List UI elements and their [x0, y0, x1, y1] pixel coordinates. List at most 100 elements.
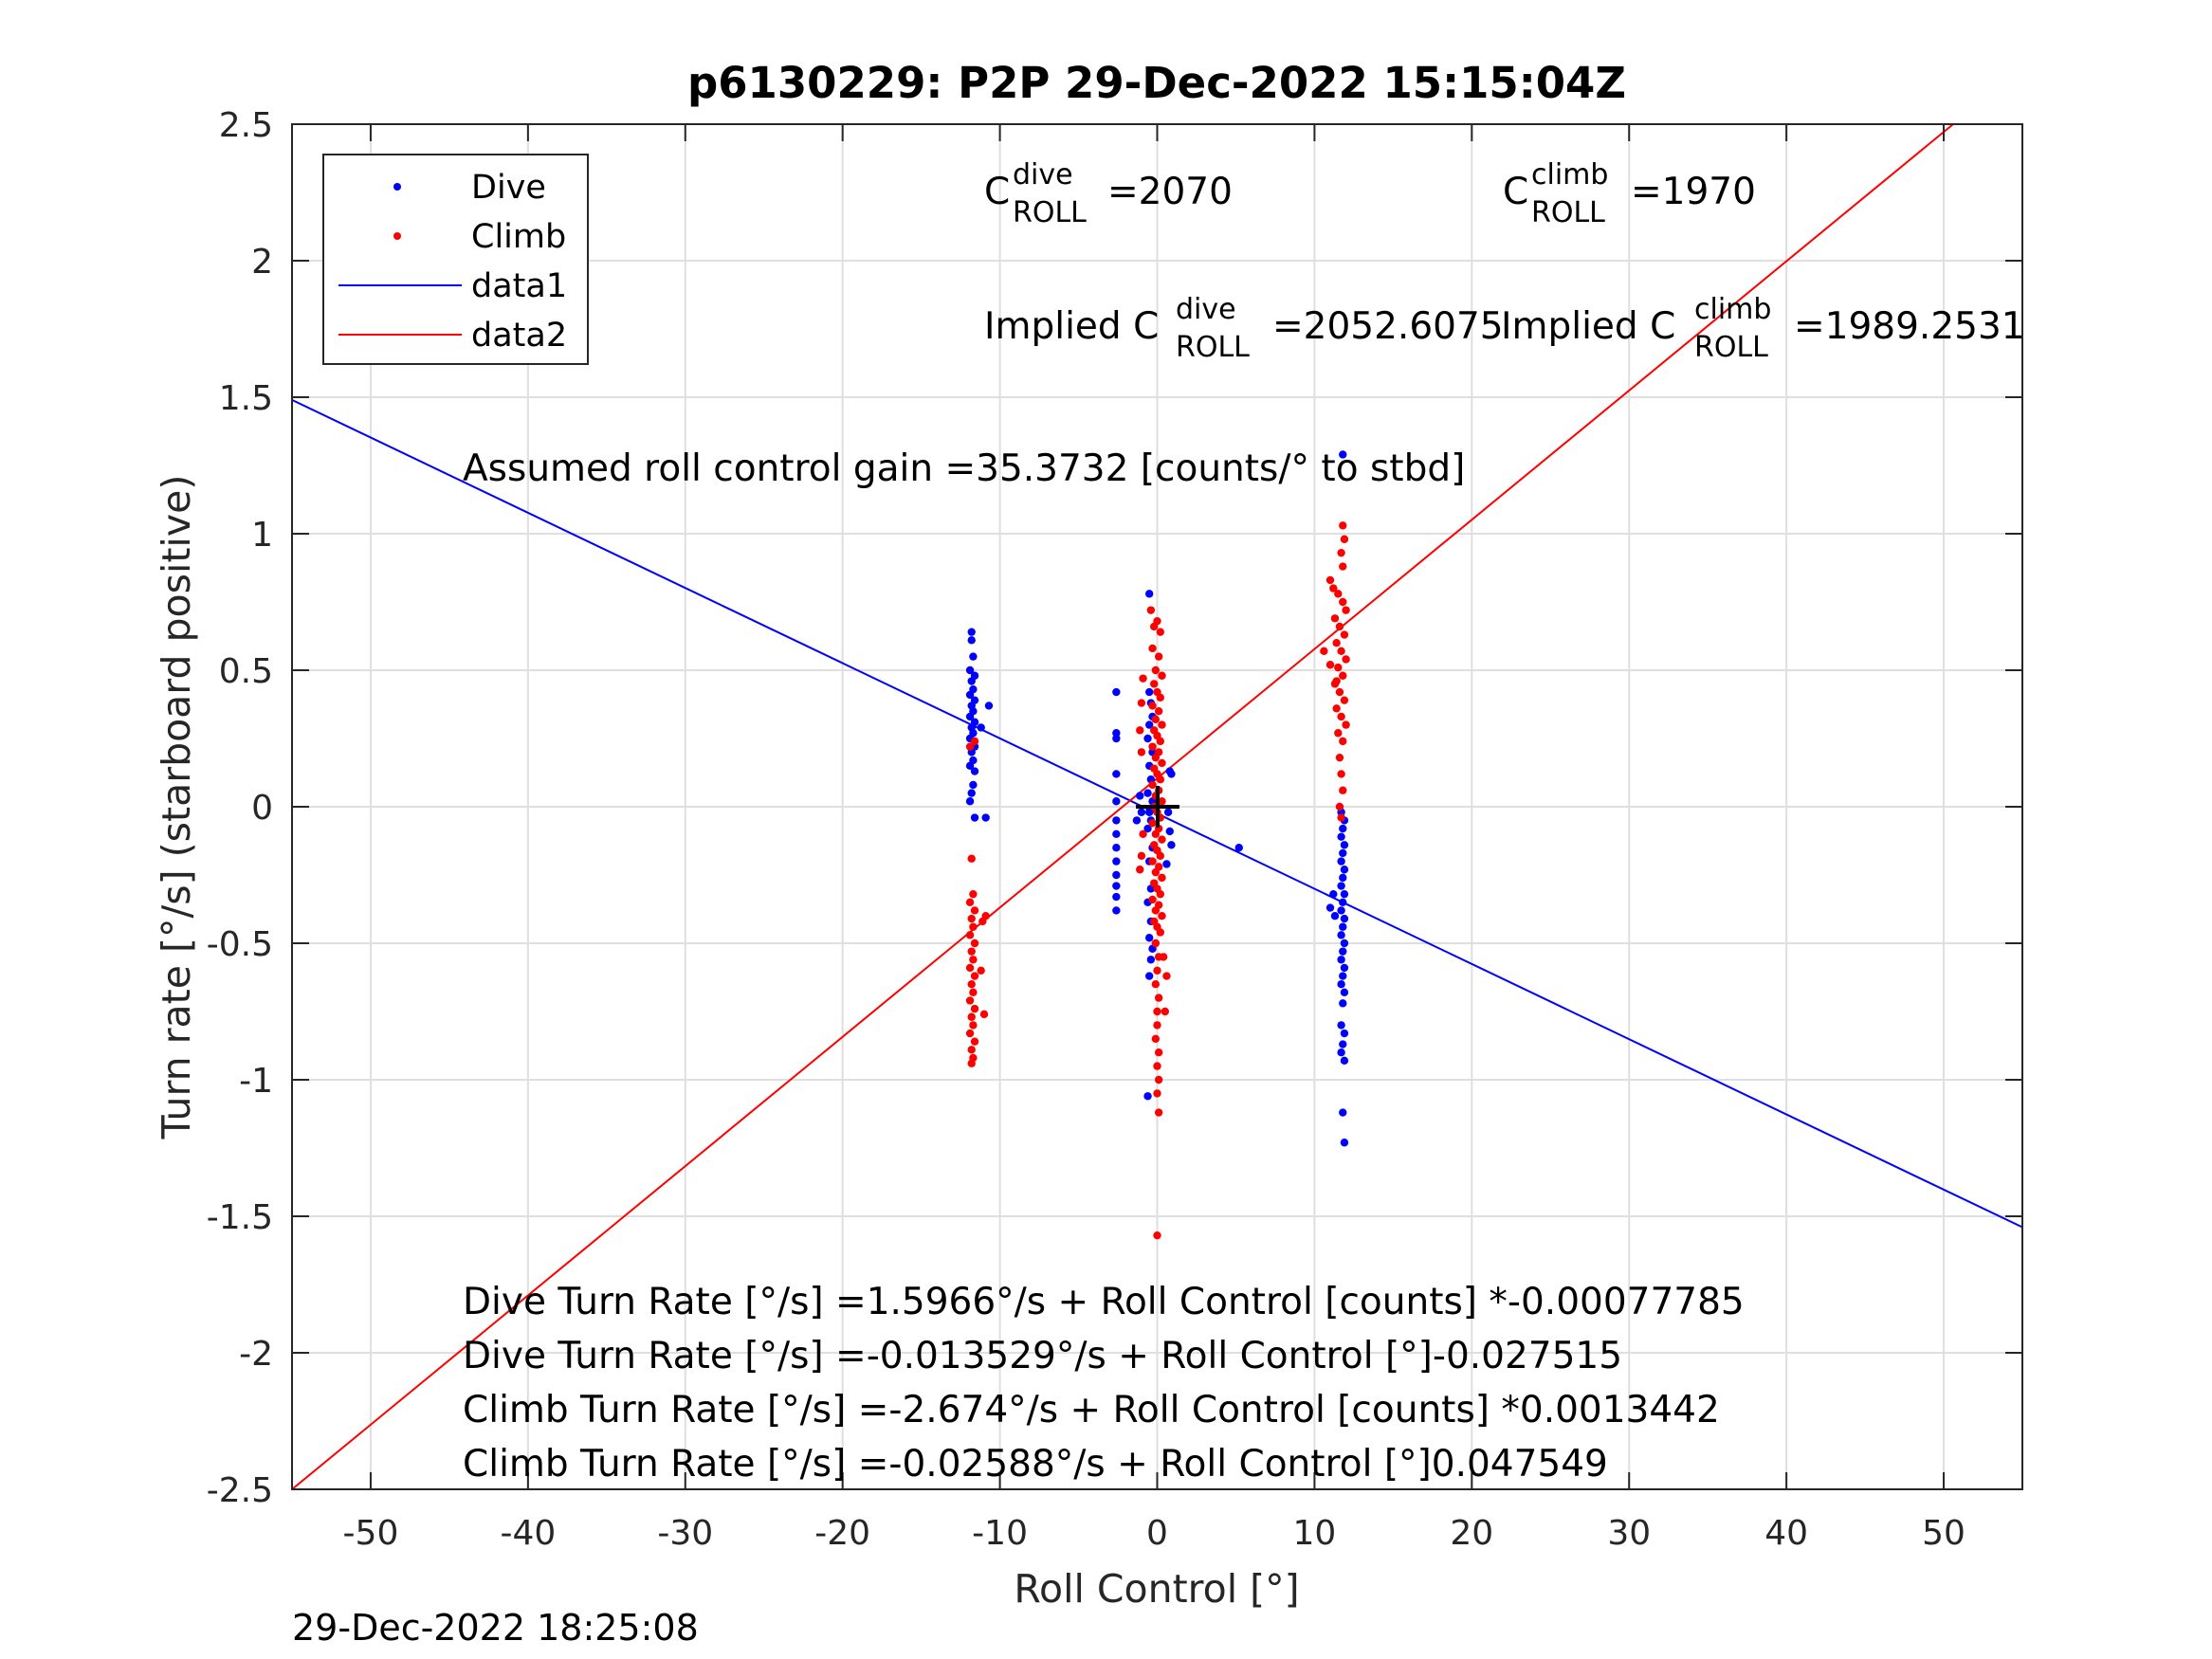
climb-point [1156, 928, 1165, 937]
dive-point [969, 780, 978, 790]
x-tick-label: -20 [814, 1514, 870, 1553]
dive-point [1339, 450, 1347, 459]
dive-point [965, 712, 975, 721]
climb-point [969, 988, 978, 997]
climb-point [1136, 866, 1144, 874]
climb-point [1139, 674, 1147, 683]
dive-point [1145, 972, 1154, 980]
dive-point [1163, 808, 1173, 816]
y-tick-label: 0.5 [219, 652, 273, 691]
dive-point [1165, 827, 1174, 836]
dive-point [1337, 882, 1345, 890]
climb-point [1329, 584, 1338, 592]
dive-point [1112, 687, 1121, 697]
climb-point [1156, 775, 1165, 784]
climb-point [1148, 819, 1157, 828]
climb-point [1153, 1231, 1161, 1240]
climb-point [965, 1029, 975, 1038]
implied-dive-subscript: ROLL [1176, 331, 1250, 364]
climb-point [1154, 1075, 1163, 1085]
dive-point [1112, 892, 1121, 902]
annotation-implied-dive: Implied C dive ROLL =2052.6075 [984, 293, 1504, 364]
dive-point [1112, 857, 1121, 866]
dive-point [1339, 922, 1347, 931]
dive-point [1337, 857, 1345, 866]
dive-point [1137, 808, 1146, 816]
annotation-c-roll-dive: C dive ROLL =2070 [984, 158, 1233, 229]
climb-point [1325, 575, 1335, 585]
climb-point [1148, 857, 1157, 866]
climb-point [977, 966, 985, 975]
annotation-equation-dive-degrees: Dive Turn Rate [°/s] =-0.013529°/s + Rol… [463, 1335, 1622, 1377]
annotation-c-roll-climb: C climb ROLL =1970 [1503, 158, 1756, 229]
x-axis-label: Roll Control [°] [1014, 1566, 1299, 1612]
climb-point [970, 939, 979, 948]
climb-point [1153, 1007, 1161, 1016]
dive-point [970, 813, 979, 822]
climb-point [965, 742, 975, 751]
climb-point [1156, 851, 1165, 861]
climb-point [1334, 729, 1343, 738]
climb-point [1153, 616, 1161, 626]
data-points [965, 450, 1350, 1240]
climb-point [1158, 797, 1166, 806]
dive-point [1145, 934, 1154, 942]
dive-point [1339, 972, 1347, 980]
climb-point [1136, 726, 1144, 735]
x-tick-label: 40 [1764, 1514, 1808, 1553]
climb-point [1151, 665, 1161, 675]
dive-point [1132, 816, 1142, 825]
dive-point [1339, 898, 1347, 906]
climb-point [969, 1021, 978, 1030]
climb-point [1151, 906, 1161, 915]
dive-point [1339, 1040, 1347, 1048]
climb-point [1153, 1089, 1161, 1098]
legend-label-data1: data1 [471, 267, 567, 305]
annotation-roll-gain: Assumed roll control gain =35.3732 [coun… [463, 447, 1465, 490]
dive-point [1340, 988, 1349, 997]
y-tick-label: -2.5 [207, 1471, 273, 1510]
climb-point [970, 737, 979, 746]
c-roll-climb-symbol: C [1503, 171, 1528, 213]
climb-point [1340, 696, 1349, 704]
climb-point [1158, 758, 1166, 768]
climb-point [1335, 753, 1344, 762]
climb-point [969, 922, 978, 931]
dive-point [1112, 770, 1121, 778]
climb-point [1335, 687, 1344, 697]
climb-point [1151, 939, 1161, 948]
legend: Dive Climb data1 data2 [322, 154, 589, 365]
climb-point [967, 947, 976, 956]
climb-point [1339, 786, 1347, 794]
dive-point [967, 677, 976, 685]
dive-point [967, 628, 976, 636]
climb-point [1325, 661, 1335, 669]
climb-point [1342, 606, 1350, 614]
climb-point [1156, 693, 1165, 702]
climb-point [1148, 742, 1157, 751]
legend-label-climb: Climb [471, 218, 566, 256]
dive-point [1145, 808, 1154, 816]
climb-point [1340, 630, 1349, 639]
dive-point [1112, 816, 1121, 825]
climb-point [1340, 535, 1349, 543]
y-tick-label: 1.5 [219, 379, 273, 418]
c-roll-dive-symbol: C [984, 171, 1010, 213]
climb-point [1153, 1062, 1161, 1070]
dive-point [1325, 903, 1335, 912]
c-roll-climb-value: =1970 [1631, 171, 1756, 213]
dive-point [1330, 912, 1340, 921]
x-tick-label: 20 [1450, 1514, 1493, 1553]
climb-point [967, 914, 976, 923]
annotation-equation-climb-degrees: Climb Turn Rate [°/s] =-0.02588°/s + Rol… [463, 1443, 1608, 1486]
climb-point [1339, 521, 1347, 530]
dive-point [1340, 841, 1349, 849]
legend-marker-dive [393, 183, 401, 191]
chart-title: p6130229: P2P 29-Dec-2022 15:15:04Z [687, 58, 1626, 108]
dive-point [1339, 848, 1347, 858]
dive-point [1112, 797, 1121, 806]
climb-point [967, 1059, 976, 1067]
climb-point [970, 906, 979, 915]
climb-point [1337, 548, 1345, 557]
y-tick-label: 2.5 [219, 106, 273, 145]
